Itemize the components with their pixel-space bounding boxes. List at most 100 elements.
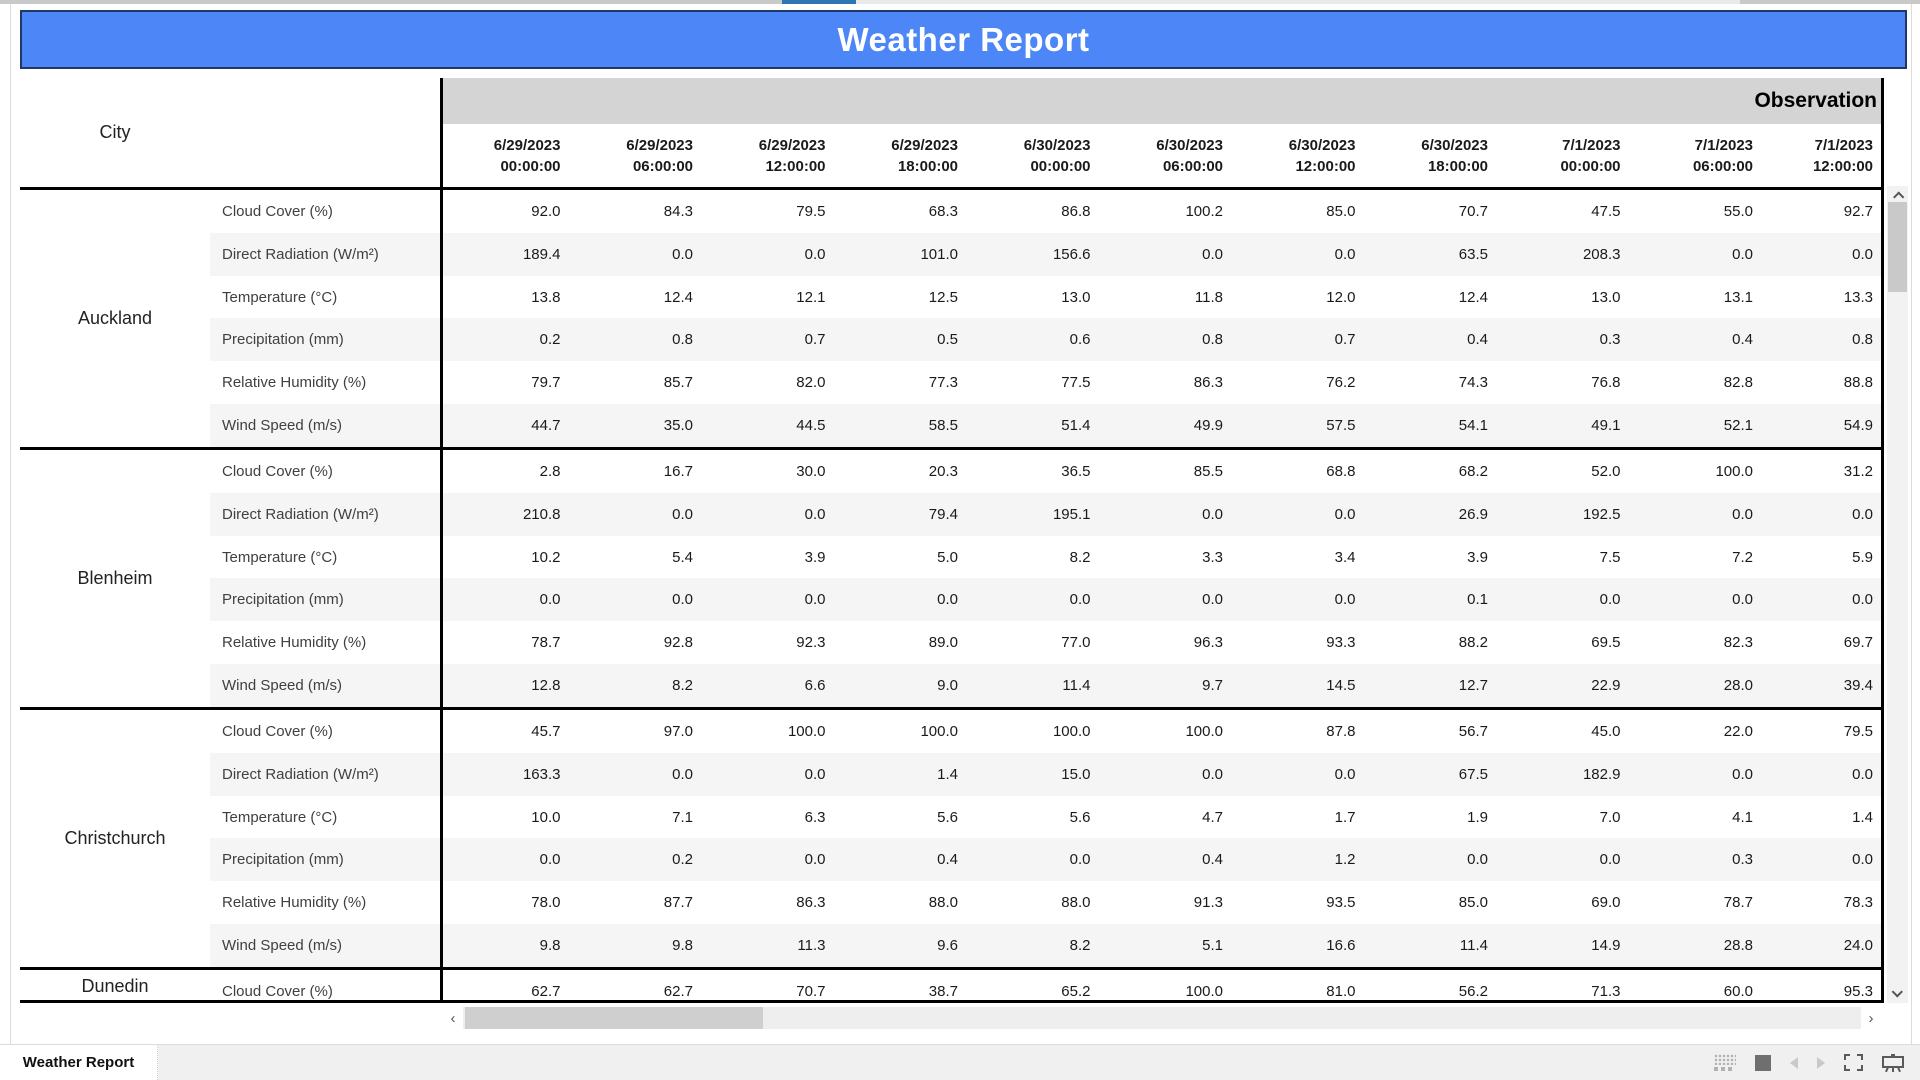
value-cell[interactable]: 0.0 xyxy=(804,505,826,523)
value-cell[interactable]: 70.7 xyxy=(1458,202,1488,220)
value-cell[interactable]: 78.0 xyxy=(531,894,561,912)
value-cell[interactable]: 7.1 xyxy=(672,808,693,826)
value-cell[interactable]: 208.3 xyxy=(1582,245,1621,263)
value-cell[interactable]: 88.8 xyxy=(1843,374,1873,392)
value-cell[interactable]: 0.0 xyxy=(1202,505,1223,523)
value-cell[interactable]: 0.8 xyxy=(1852,331,1873,349)
value-cell[interactable]: 56.7 xyxy=(1458,722,1488,740)
value-cell[interactable]: 52.1 xyxy=(1723,417,1753,435)
date-column-header[interactable]: 6/30/2023 18:00:00 xyxy=(1371,124,1504,187)
grid-view-icon[interactable] xyxy=(1755,1054,1771,1071)
metric-label[interactable]: Cloud Cover (%) xyxy=(222,722,333,740)
value-cell[interactable]: 82.8 xyxy=(1723,374,1753,392)
value-cell[interactable]: 14.9 xyxy=(1591,937,1621,955)
value-cell[interactable]: 85.0 xyxy=(1326,202,1356,220)
value-cell[interactable]: 7.0 xyxy=(1599,808,1621,826)
value-cell[interactable]: 7.5 xyxy=(1599,548,1621,566)
value-cell[interactable]: 4.7 xyxy=(1202,808,1223,826)
value-cell[interactable]: 30.0 xyxy=(796,462,826,480)
value-cell[interactable]: 100.0 xyxy=(920,722,958,740)
value-cell[interactable]: 69.5 xyxy=(1591,634,1621,652)
value-cell[interactable]: 5.1 xyxy=(1202,937,1223,955)
date-column-header[interactable]: 6/30/2023 00:00:00 xyxy=(973,124,1106,187)
value-cell[interactable]: 86.3 xyxy=(796,894,826,912)
metric-label[interactable]: Relative Humidity (%) xyxy=(222,634,367,652)
value-cell[interactable]: 5.6 xyxy=(1069,808,1091,826)
value-cell[interactable]: 49.1 xyxy=(1591,417,1621,435)
value-cell[interactable]: 4.1 xyxy=(1732,808,1753,826)
value-cell[interactable]: 13.1 xyxy=(1723,288,1753,306)
value-cell[interactable]: 0.0 xyxy=(1202,591,1223,609)
value-cell[interactable]: 0.8 xyxy=(1202,331,1223,349)
value-cell[interactable]: 74.3 xyxy=(1458,374,1488,392)
city-name[interactable]: Blenheim xyxy=(20,450,210,707)
value-cell[interactable]: 13.0 xyxy=(1061,288,1091,306)
vertical-scrollbar-thumb[interactable] xyxy=(1888,202,1907,292)
value-cell[interactable]: 78.7 xyxy=(1723,894,1753,912)
value-cell[interactable]: 65.2 xyxy=(1061,982,1091,1000)
value-cell[interactable]: 9.6 xyxy=(937,937,958,955)
value-cell[interactable]: 79.4 xyxy=(928,505,958,523)
value-cell[interactable]: 16.7 xyxy=(663,462,693,480)
value-cell[interactable]: 82.0 xyxy=(796,374,826,392)
value-cell[interactable]: 49.9 xyxy=(1193,417,1223,435)
value-cell[interactable]: 0.2 xyxy=(672,851,693,869)
value-cell[interactable]: 38.7 xyxy=(928,982,958,1000)
value-cell[interactable]: 84.3 xyxy=(663,202,693,220)
horizontal-scrollbar-thumb[interactable] xyxy=(465,1007,763,1029)
value-cell[interactable]: 1.7 xyxy=(1334,808,1356,826)
value-cell[interactable]: 88.0 xyxy=(928,894,958,912)
value-cell[interactable]: 8.2 xyxy=(1069,937,1091,955)
value-cell[interactable]: 0.4 xyxy=(1202,851,1223,869)
scroll-right-icon[interactable]: › xyxy=(1868,1009,1874,1027)
value-cell[interactable]: 0.0 xyxy=(1202,245,1223,263)
value-cell[interactable]: 86.3 xyxy=(1193,374,1223,392)
value-cell[interactable]: 3.4 xyxy=(1334,548,1356,566)
value-cell[interactable]: 81.0 xyxy=(1326,982,1356,1000)
value-cell[interactable]: 79.5 xyxy=(796,202,826,220)
value-cell[interactable]: 44.7 xyxy=(531,417,561,435)
value-cell[interactable]: 0.3 xyxy=(1732,851,1753,869)
value-cell[interactable]: 76.8 xyxy=(1591,374,1621,392)
date-column-header[interactable]: 6/29/2023 12:00:00 xyxy=(708,124,841,187)
value-cell[interactable]: 8.2 xyxy=(1069,548,1091,566)
value-cell[interactable]: 63.5 xyxy=(1458,245,1488,263)
value-cell[interactable]: 11.8 xyxy=(1194,288,1223,306)
value-cell[interactable]: 28.8 xyxy=(1723,937,1753,955)
value-cell[interactable]: 210.8 xyxy=(522,505,561,523)
value-cell[interactable]: 68.3 xyxy=(928,202,958,220)
value-cell[interactable]: 0.0 xyxy=(1852,505,1873,523)
city-name[interactable]: Dunedin xyxy=(20,970,210,1003)
value-cell[interactable]: 78.3 xyxy=(1843,894,1873,912)
metric-label[interactable]: Temperature (°C) xyxy=(222,808,338,826)
value-cell[interactable]: 0.0 xyxy=(672,505,693,523)
value-cell[interactable]: 44.5 xyxy=(796,417,826,435)
horizontal-scrollbar-track[interactable] xyxy=(463,1007,1861,1029)
date-column-header[interactable]: 7/1/2023 12:00:00 xyxy=(1768,124,1881,187)
value-cell[interactable]: 0.0 xyxy=(1334,765,1356,783)
value-cell[interactable]: 77.3 xyxy=(928,374,958,392)
date-column-header[interactable]: 7/1/2023 00:00:00 xyxy=(1503,124,1636,187)
value-cell[interactable]: 92.7 xyxy=(1843,202,1873,220)
value-cell[interactable]: 60.0 xyxy=(1723,982,1753,1000)
value-cell[interactable]: 70.7 xyxy=(796,982,826,1000)
metric-label[interactable]: Direct Radiation (W/m²) xyxy=(210,492,440,536)
value-cell[interactable]: 12.8 xyxy=(531,677,561,695)
value-cell[interactable]: 5.4 xyxy=(672,548,693,566)
value-cell[interactable]: 9.8 xyxy=(539,937,561,955)
date-column-header[interactable]: 6/30/2023 06:00:00 xyxy=(1106,124,1239,187)
metric-label[interactable]: Wind Speed (m/s) xyxy=(210,924,440,967)
value-cell[interactable]: 1.2 xyxy=(1334,851,1356,869)
value-cell[interactable]: 51.4 xyxy=(1061,417,1091,435)
value-cell[interactable]: 95.3 xyxy=(1843,982,1873,1000)
value-cell[interactable]: 85.0 xyxy=(1458,894,1488,912)
value-cell[interactable]: 0.7 xyxy=(1334,331,1356,349)
metric-label[interactable]: Wind Speed (m/s) xyxy=(210,404,440,447)
metric-label[interactable]: Precipitation (mm) xyxy=(210,838,440,882)
metric-label[interactable]: Direct Radiation (W/m²) xyxy=(210,232,440,276)
value-cell[interactable]: 52.0 xyxy=(1591,462,1621,480)
value-cell[interactable]: 0.0 xyxy=(672,245,693,263)
value-cell[interactable]: 12.4 xyxy=(663,288,693,306)
previous-sheet-icon[interactable] xyxy=(1790,1056,1798,1069)
value-cell[interactable]: 0.2 xyxy=(539,331,561,349)
